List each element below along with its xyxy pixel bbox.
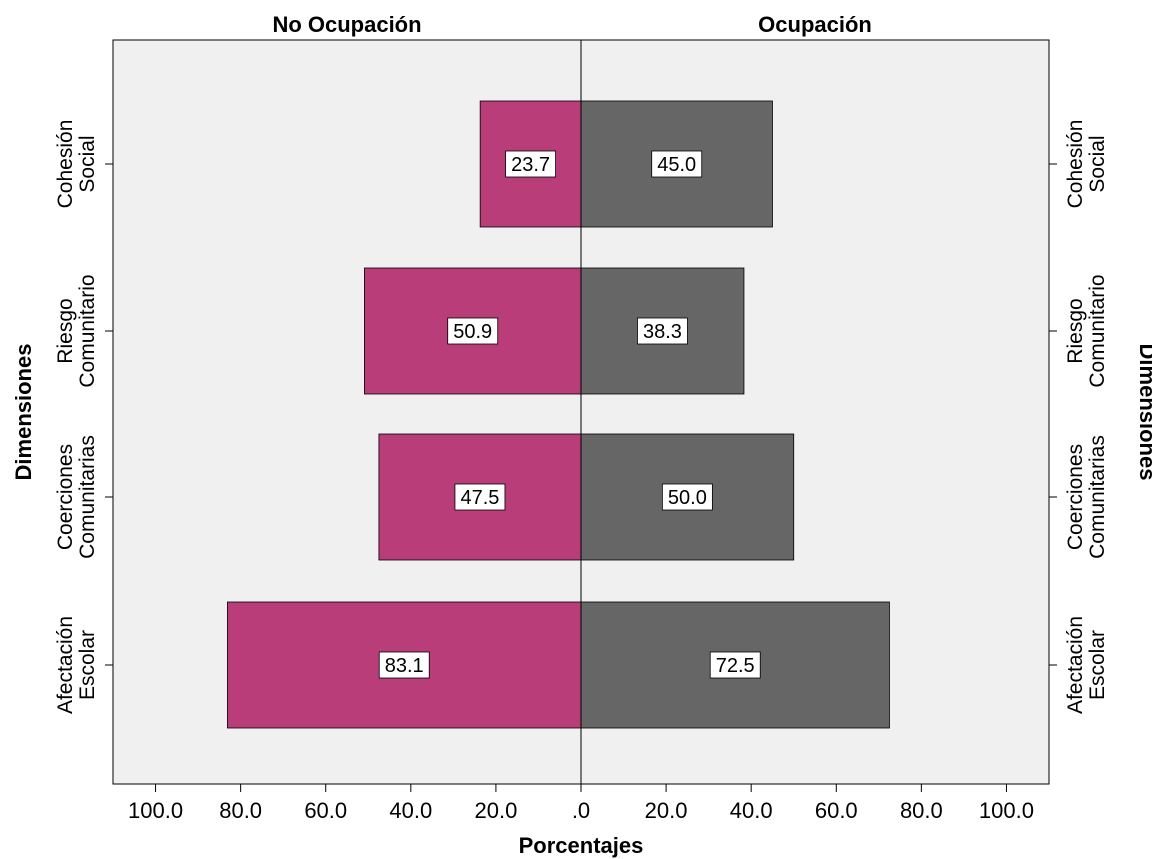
- data-label-box: [661, 483, 713, 511]
- category-label-line: Afectación: [54, 616, 77, 714]
- category-label-line: Coerciones: [54, 444, 77, 550]
- x-tick-label-left-100: 100.0: [128, 798, 183, 823]
- bars-layer: [227, 100, 890, 729]
- category-label-left-coerciones-comunitarias: CoercionesComunitarias: [54, 435, 99, 559]
- category-label-line: Comunitario: [76, 274, 99, 387]
- category-label-line: Escolar: [76, 630, 99, 700]
- x-tick-label-left-40: 40.0: [389, 798, 432, 823]
- data-label-no-ocupacion-riesgo-comunitario: 50.9: [453, 321, 492, 343]
- category-label-right-afectacion-escolar: AfectaciónEscolar: [1064, 616, 1109, 714]
- category-label-line: Comunitario: [1086, 274, 1109, 387]
- axes-layer: CohesiónSocial CohesiónSocialRiesgoComuni…: [54, 120, 1109, 823]
- data-label-no-ocupacion-cohesion-social: 23.7: [511, 154, 550, 176]
- x-tick-label-left-20: 20.0: [474, 798, 517, 823]
- x-tick-label-left-80: 80.0: [219, 798, 262, 823]
- data-label-box: [505, 150, 556, 178]
- category-label-line: Comunitarias: [1086, 435, 1109, 559]
- category-label-line: Comunitarias: [76, 435, 99, 559]
- data-label-box: [378, 651, 430, 679]
- data-label-ocupacion-cohesion-social: 45.0: [657, 154, 696, 176]
- category-label-left-riesgo-comunitario: RiesgoComunitario: [54, 274, 99, 387]
- category-label-line: Riesgo: [54, 298, 77, 363]
- y-axis-title-right: Dimensiones: [1135, 344, 1152, 481]
- y-axis-title-left: Dimensiones: [11, 344, 36, 481]
- category-label-left-cohesion-social: CohesiónSocial: [54, 120, 99, 209]
- category-label-line: Coerciones: [1064, 444, 1087, 550]
- data-label-box: [637, 317, 688, 345]
- data-label-box: [709, 651, 761, 679]
- data-labels-layer: 23.7 45.0 50.9 38.3 47.5 50.0 83.1 72.5: [378, 150, 761, 679]
- category-label-right-riesgo-comunitario: RiesgoComunitario: [1064, 274, 1109, 387]
- category-label-line: Afectación: [1064, 616, 1087, 714]
- category-label-line: Cohesión: [54, 120, 77, 209]
- x-tick-label-zero: .0: [572, 798, 590, 823]
- category-label-right-cohesion-social: CohesiónSocial: [1064, 120, 1109, 209]
- category-label-line: Social: [1086, 135, 1109, 192]
- data-label-ocupacion-riesgo-comunitario: 38.3: [643, 321, 682, 343]
- x-tick-label-right-100: 100.0: [979, 798, 1034, 823]
- category-label-left-afectacion-escolar: AfectaciónEscolar: [54, 616, 99, 714]
- data-label-box: [651, 150, 703, 178]
- x-tick-label-right-80: 80.0: [900, 798, 943, 823]
- category-label-line: Cohesión: [1064, 120, 1087, 209]
- data-label-box: [447, 317, 499, 345]
- data-label-no-ocupacion-coerciones-comunitarias: 47.5: [460, 487, 499, 509]
- x-axis-title: Porcentajes: [519, 833, 644, 858]
- category-label-right-coerciones-comunitarias: CoercionesComunitarias: [1064, 435, 1109, 559]
- x-tick-label-right-60: 60.0: [815, 798, 858, 823]
- right-panel-title: Ocupación: [758, 12, 872, 37]
- x-tick-label-left-60: 60.0: [304, 798, 347, 823]
- category-label-line: Riesgo: [1064, 298, 1087, 363]
- data-label-box: [454, 483, 506, 511]
- data-label-no-ocupacion-afectacion-escolar: 83.1: [385, 655, 424, 677]
- x-tick-label-right-20: 20.0: [645, 798, 688, 823]
- category-label-line: Escolar: [1086, 630, 1109, 700]
- x-tick-label-right-40: 40.0: [730, 798, 773, 823]
- left-panel-title: No Ocupación: [272, 12, 421, 37]
- data-label-ocupacion-afectacion-escolar: 72.5: [716, 655, 755, 677]
- data-label-ocupacion-coerciones-comunitarias: 50.0: [668, 487, 707, 509]
- category-label-line: Social: [76, 135, 99, 192]
